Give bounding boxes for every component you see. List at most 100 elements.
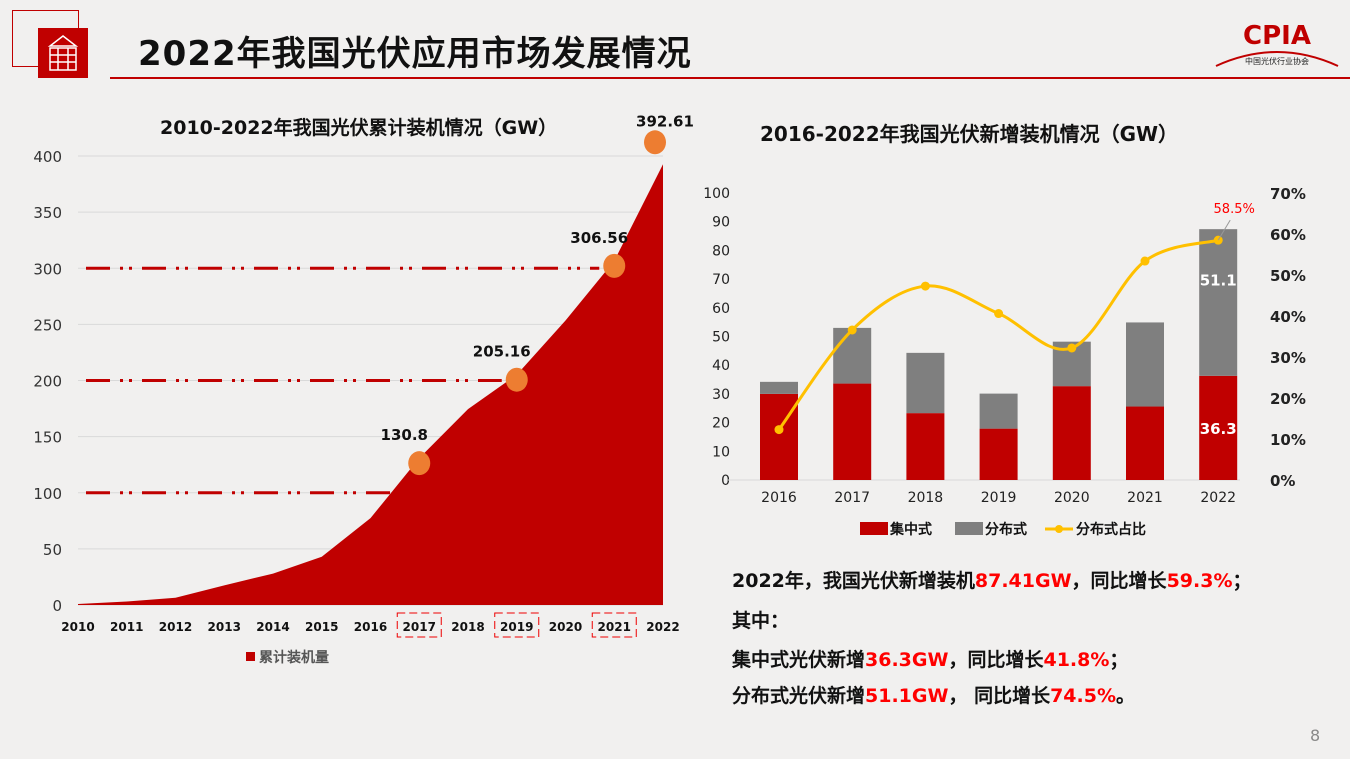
bar-centralized bbox=[979, 428, 1018, 480]
bar-distributed bbox=[1126, 322, 1164, 407]
share-point bbox=[1067, 343, 1077, 353]
legend-label: 集中式 bbox=[889, 521, 932, 538]
y-tick-label: 150 bbox=[33, 429, 62, 447]
y-tick-label: 250 bbox=[33, 316, 62, 334]
text: ，同比增长 bbox=[948, 649, 1044, 671]
bar-distributed bbox=[979, 393, 1018, 429]
left-chart-title: 2010-2022年我国光伏累计装机情况（GW） bbox=[160, 117, 558, 139]
y-tick-label: 0 bbox=[52, 597, 62, 615]
x-tick-label: 2011 bbox=[110, 620, 143, 634]
right-chart-title: 2016-2022年我国光伏新增装机情况（GW） bbox=[760, 122, 1179, 146]
new-installation-chart: 0 10 20 30 40 50 60 70 80 90 100 0% 10% 20% 30% 40% 50% 6… bbox=[703, 185, 1306, 538]
value: 51.1GW bbox=[865, 685, 949, 707]
bar-centralized bbox=[760, 393, 798, 480]
bar-centralized bbox=[1199, 375, 1238, 480]
y2-tick-label: 50% bbox=[1270, 267, 1306, 285]
text: 集中式光伏新增 bbox=[732, 649, 866, 671]
share-point bbox=[774, 425, 784, 435]
y-tick-label: 100 bbox=[703, 186, 730, 202]
y2-tick-label: 0% bbox=[1270, 472, 1295, 490]
x-tick-label: 2020 bbox=[1054, 490, 1090, 506]
text: 分布式光伏新增 bbox=[732, 685, 866, 707]
y-tick-label: 10 bbox=[712, 444, 730, 460]
data-label: 205.16 bbox=[473, 343, 531, 361]
x-tick-label: 2021 bbox=[1127, 490, 1163, 506]
legend-swatch bbox=[860, 522, 888, 535]
x-tick-label: 2012 bbox=[159, 620, 192, 634]
x-tick-label: 2015 bbox=[305, 620, 338, 634]
highlight-box bbox=[396, 612, 442, 638]
x-tick-label: 2018 bbox=[451, 620, 484, 634]
x-tick-label: 2019 bbox=[500, 620, 533, 634]
bar-centralized bbox=[1126, 406, 1164, 480]
y-tick-label: 100 bbox=[33, 485, 62, 503]
x-tick-label: 2016 bbox=[354, 620, 387, 634]
page-title: 2022年我国光伏应用市场发展情况 bbox=[138, 34, 692, 74]
solar-panel-icon bbox=[38, 28, 88, 78]
data-marker bbox=[505, 367, 528, 392]
y-tick-label: 50 bbox=[43, 541, 62, 559]
y2-tick-label: 60% bbox=[1270, 226, 1306, 244]
value: 87.41GW bbox=[974, 570, 1072, 592]
value: 36.3GW bbox=[865, 649, 949, 671]
leader-line bbox=[1217, 219, 1231, 241]
y2-tick-label: 30% bbox=[1270, 349, 1306, 367]
title-underline bbox=[110, 77, 1350, 79]
x-tick-label: 2021 bbox=[598, 620, 631, 634]
bar-centralized bbox=[906, 413, 945, 480]
bar-distributed bbox=[1199, 229, 1238, 376]
data-label: 392.61 bbox=[636, 112, 694, 130]
data-label: 130.8 bbox=[381, 426, 428, 444]
y-tick-label: 40 bbox=[712, 358, 730, 374]
bar-distributed bbox=[760, 381, 798, 394]
x-tick-label: 2022 bbox=[646, 620, 679, 634]
text: ， 同比增长 bbox=[948, 685, 1051, 707]
y-tick-label: 0 bbox=[721, 473, 730, 489]
svg-text:CPIA: CPIA bbox=[1243, 21, 1311, 51]
y2-tick-label: 40% bbox=[1270, 308, 1306, 326]
value: 41.8% bbox=[1043, 649, 1110, 671]
text: ； bbox=[1109, 649, 1129, 671]
svg-text:中国光伏行业协会: 中国光伏行业协会 bbox=[1245, 56, 1309, 66]
text: 2022年，我国光伏新增装机 bbox=[732, 570, 975, 592]
legend-label: 分布式占比 bbox=[1076, 521, 1146, 538]
data-label: 58.5% bbox=[1214, 202, 1255, 217]
x-tick-label: 2010 bbox=[61, 620, 94, 634]
share-point bbox=[1213, 235, 1223, 245]
y-tick-label: 200 bbox=[33, 373, 62, 391]
x-tick-label: 2013 bbox=[208, 620, 241, 634]
x-tick-label: 2016 bbox=[761, 490, 797, 506]
y2-tick-label: 10% bbox=[1270, 431, 1306, 449]
summary-line-3: 集中式光伏新增36.3GW，同比增长41.8%； bbox=[732, 645, 1128, 672]
data-label: 36.3 bbox=[1200, 420, 1237, 438]
y-tick-label: 50 bbox=[712, 330, 730, 346]
x-tick-label: 2022 bbox=[1200, 490, 1236, 506]
y-tick-label: 20 bbox=[712, 416, 730, 432]
share-point bbox=[994, 309, 1004, 319]
cumulative-area-chart: 0 50 100 150 200 250 300 350 400 2010 2011 2012 2013… bbox=[33, 112, 694, 666]
value: 74.5% bbox=[1050, 685, 1116, 707]
x-tick-label: 2014 bbox=[256, 620, 289, 634]
y2-tick-label: 20% bbox=[1270, 390, 1306, 408]
y-tick-label: 60 bbox=[712, 301, 730, 317]
share-point bbox=[847, 325, 857, 335]
legend-swatch bbox=[955, 522, 983, 535]
text: ，同比增长 bbox=[1071, 570, 1167, 592]
x-tick-label: 2019 bbox=[981, 490, 1017, 506]
legend-label: 累计装机量 bbox=[259, 649, 329, 666]
bar-distributed bbox=[833, 327, 872, 384]
y-tick-label: 30 bbox=[712, 387, 730, 403]
cumulative-area bbox=[78, 164, 663, 605]
y-tick-label: 350 bbox=[33, 204, 62, 222]
data-marker bbox=[408, 451, 431, 476]
x-tick-label: 2017 bbox=[834, 490, 870, 506]
y-tick-label: 90 bbox=[712, 215, 730, 231]
x-tick-label: 2018 bbox=[908, 490, 944, 506]
legend-marker bbox=[1055, 525, 1063, 533]
bar-distributed bbox=[906, 352, 945, 414]
legend-label: 分布式 bbox=[985, 521, 1027, 538]
cpia-logo: CPIA 中国光伏行业协会 bbox=[1212, 8, 1342, 70]
highlight-box bbox=[494, 612, 540, 638]
y-tick-label: 300 bbox=[33, 260, 62, 278]
x-tick-label: 2017 bbox=[403, 620, 436, 634]
